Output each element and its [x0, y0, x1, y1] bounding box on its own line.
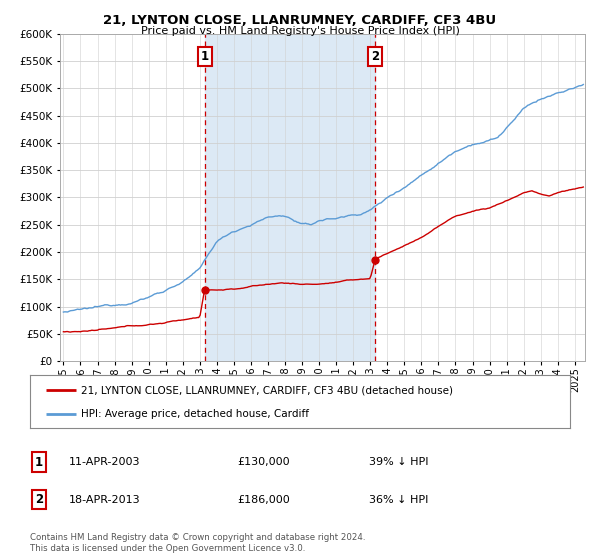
- Text: 11-APR-2003: 11-APR-2003: [69, 457, 140, 467]
- Text: 1: 1: [35, 455, 43, 469]
- Text: 2: 2: [371, 50, 379, 63]
- Text: £186,000: £186,000: [237, 494, 290, 505]
- Text: 36% ↓ HPI: 36% ↓ HPI: [369, 494, 428, 505]
- Text: Price paid vs. HM Land Registry's House Price Index (HPI): Price paid vs. HM Land Registry's House …: [140, 26, 460, 36]
- Text: 21, LYNTON CLOSE, LLANRUMNEY, CARDIFF, CF3 4BU (detached house): 21, LYNTON CLOSE, LLANRUMNEY, CARDIFF, C…: [82, 385, 454, 395]
- Text: 2: 2: [35, 493, 43, 506]
- Text: HPI: Average price, detached house, Cardiff: HPI: Average price, detached house, Card…: [82, 408, 310, 418]
- Bar: [205, 34, 376, 361]
- Text: 18-APR-2013: 18-APR-2013: [69, 494, 140, 505]
- Text: Contains HM Land Registry data © Crown copyright and database right 2024.
This d: Contains HM Land Registry data © Crown c…: [30, 533, 365, 553]
- Text: 39% ↓ HPI: 39% ↓ HPI: [369, 457, 428, 467]
- Text: 21, LYNTON CLOSE, LLANRUMNEY, CARDIFF, CF3 4BU: 21, LYNTON CLOSE, LLANRUMNEY, CARDIFF, C…: [103, 14, 497, 27]
- Text: £130,000: £130,000: [237, 457, 290, 467]
- Text: 1: 1: [200, 50, 209, 63]
